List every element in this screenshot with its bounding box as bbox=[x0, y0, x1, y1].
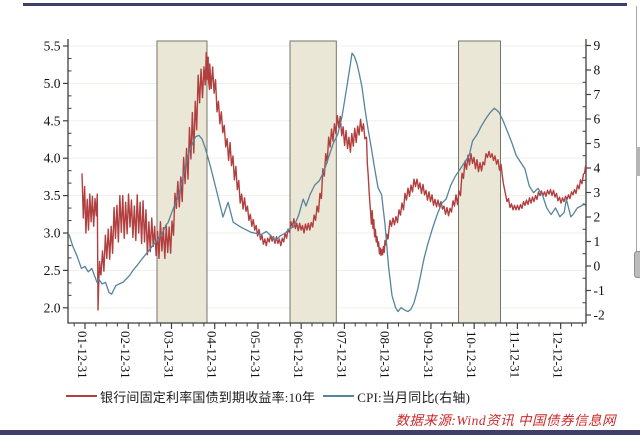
x-axis-tick-label: 01-12-31 bbox=[75, 331, 90, 379]
series-line-cpi bbox=[68, 52, 585, 313]
series-line-yield bbox=[81, 52, 587, 311]
x-axis-tick-label: 06-12-31 bbox=[291, 331, 306, 379]
left-axis-tick-label: 3.0 bbox=[44, 226, 61, 241]
left-axis-tick-label: 5.0 bbox=[44, 76, 61, 91]
x-axis-tick-label: 08-12-31 bbox=[378, 331, 393, 379]
legend-line-sample-cpi bbox=[323, 395, 355, 397]
x-axis-tick-label: 04-12-31 bbox=[205, 331, 220, 379]
x-axis-tick-label: 10-12-31 bbox=[464, 331, 479, 379]
right-axis-tick-label: 9 bbox=[594, 38, 601, 53]
left-axis-tick-label: 4.0 bbox=[44, 151, 61, 166]
bottom-divider-bar bbox=[0, 429, 640, 435]
x-axis-tick-label: 03-12-31 bbox=[161, 331, 176, 379]
right-axis-tick-label: 0 bbox=[594, 259, 601, 274]
x-axis-tick-label: 09-12-31 bbox=[421, 331, 436, 379]
left-axis-tick-label: 3.5 bbox=[44, 188, 61, 203]
chart-legend: 银行间固定利率国债到期收益率:10年 CPI:当月同比(右轴) bbox=[0, 387, 640, 405]
left-axis-tick-label: 5.5 bbox=[44, 39, 61, 54]
right-axis-tick-label: 6 bbox=[594, 112, 601, 127]
x-axis-tick-label: 02-12-31 bbox=[118, 331, 133, 379]
right-axis-tick-label: 2 bbox=[594, 210, 601, 225]
highlight-band bbox=[289, 40, 337, 324]
scrollbar-thumb-end[interactable] bbox=[633, 250, 640, 278]
legend-label-cpi: CPI:当月同比(右轴) bbox=[357, 389, 471, 405]
left-axis-tick-label: 2.0 bbox=[44, 300, 61, 315]
top-divider-bar bbox=[23, 2, 627, 6]
legend-row: 银行间固定利率国债到期收益率:10年 CPI:当月同比(右轴) bbox=[66, 387, 470, 406]
highlight-band bbox=[458, 40, 501, 324]
right-axis-tick-label: 7 bbox=[594, 87, 601, 102]
x-axis-tick-label: 11-12-31 bbox=[507, 331, 522, 378]
right-axis-tick-label: 4 bbox=[594, 161, 601, 176]
scrollbar-thumb[interactable] bbox=[635, 147, 640, 176]
right-axis-tick-label: -1 bbox=[594, 283, 605, 298]
right-axis-tick-label: 8 bbox=[594, 63, 601, 78]
legend-line-sample-yield bbox=[66, 395, 97, 397]
left-axis-tick-label: 4.5 bbox=[44, 113, 61, 128]
left-axis-tick-label: 2.5 bbox=[44, 263, 61, 278]
right-axis-tick-label: 5 bbox=[594, 136, 601, 151]
x-axis-tick-label: 05-12-31 bbox=[248, 331, 263, 379]
right-axis-tick-label: 3 bbox=[594, 185, 601, 200]
right-axis-tick-label: 1 bbox=[594, 234, 601, 249]
legend-label-yield: 银行间固定利率国债到期收益率:10年 bbox=[100, 389, 316, 405]
right-axis-tick-label: -2 bbox=[594, 308, 605, 323]
x-axis-tick-label: 07-12-31 bbox=[334, 331, 349, 379]
x-axis-tick-label: 12-12-31 bbox=[551, 331, 566, 379]
scrollbar-track[interactable] bbox=[635, 6, 637, 278]
data-source-note: 数据来源:Wind资讯 中国债券信息网 bbox=[395, 413, 616, 428]
